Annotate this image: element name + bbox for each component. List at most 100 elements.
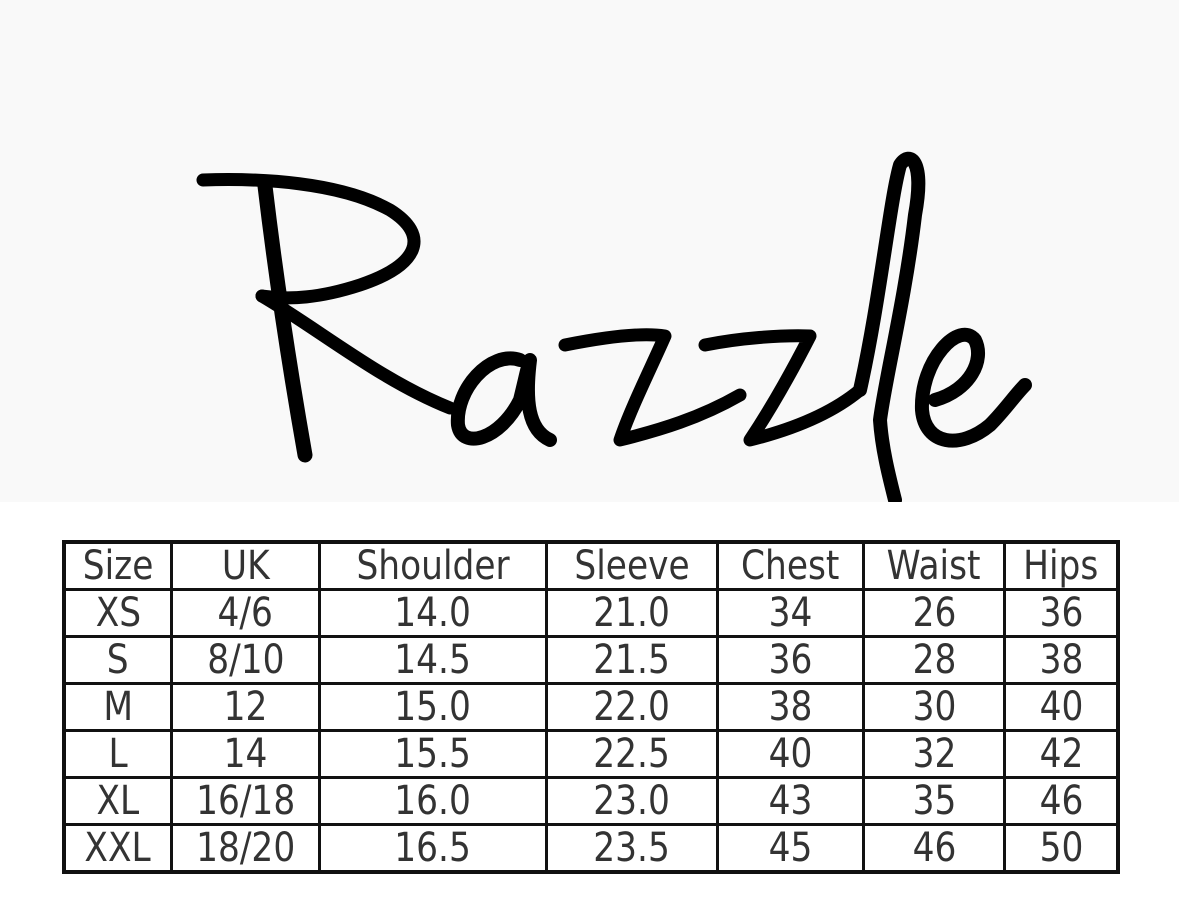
table-cell: 32 — [862, 729, 1006, 779]
column-header: Size — [62, 540, 173, 591]
cell-text: 15.5 — [394, 731, 472, 777]
table-cell: 12 — [170, 682, 321, 732]
header-row: Size UK Shoulder Sleeve Chest Waist Hips — [62, 540, 1120, 591]
table-cell: 15.0 — [318, 682, 548, 732]
cell-text: 40 — [768, 731, 813, 777]
cell-text: S — [107, 637, 129, 683]
cell-text: 22.5 — [593, 731, 671, 777]
column-header: UK — [170, 540, 321, 591]
cell-text: Sleeve — [574, 543, 690, 589]
cell-text: 23.0 — [593, 778, 671, 824]
table-row: XS 4/6 14.0 21.0 34 26 36 — [62, 588, 1120, 638]
table-cell: 30 — [862, 682, 1006, 732]
cell-text: Shoulder — [356, 543, 510, 589]
table-cell: 21.5 — [545, 635, 719, 685]
cell-text: Hips — [1023, 543, 1099, 589]
column-header: Chest — [716, 540, 865, 591]
column-header: Waist — [862, 540, 1006, 591]
cell-text: 14 — [223, 731, 268, 777]
table-cell: XXL — [62, 823, 173, 874]
column-header: Hips — [1003, 540, 1120, 591]
table-cell: 16.5 — [318, 823, 548, 874]
cell-text: 14.5 — [394, 637, 472, 683]
table-cell: 42 — [1003, 729, 1120, 779]
cell-text: XXL — [84, 825, 152, 871]
cell-text: 40 — [1039, 684, 1083, 730]
cell-text: 38 — [1039, 637, 1083, 683]
cell-text: 22.0 — [593, 684, 671, 730]
cell-text: 28 — [912, 637, 956, 683]
table-cell: 16.0 — [318, 776, 548, 826]
table-cell: 46 — [1003, 776, 1120, 826]
cell-text: 45 — [768, 825, 813, 871]
table-cell: 8/10 — [170, 635, 321, 685]
cell-text: 38 — [768, 684, 813, 730]
cell-text: 16.0 — [394, 778, 472, 824]
table-cell: 50 — [1003, 823, 1120, 874]
table-cell: 40 — [716, 729, 865, 779]
cell-text: 32 — [912, 731, 956, 777]
cell-text: 42 — [1039, 731, 1083, 777]
table-cell: 46 — [862, 823, 1006, 874]
cell-text: 30 — [912, 684, 956, 730]
cell-text: 23.5 — [593, 825, 671, 871]
table-cell: 23.0 — [545, 776, 719, 826]
table-cell: 38 — [1003, 635, 1120, 685]
cell-text: M — [103, 684, 133, 730]
table-cell: S — [62, 635, 173, 685]
cell-text: Size — [82, 543, 154, 589]
table-cell: L — [62, 729, 173, 779]
cell-text: 21.5 — [593, 637, 671, 683]
cell-text: 26 — [912, 590, 956, 636]
cell-text: 46 — [1039, 778, 1083, 824]
cell-text: Chest — [741, 543, 840, 589]
size-chart-table: Size UK Shoulder Sleeve Chest Waist Hips XS 4/6 1… — [62, 540, 1120, 874]
table-cell: 40 — [1003, 682, 1120, 732]
cell-text: 16/18 — [195, 778, 296, 824]
table-cell: 22.0 — [545, 682, 719, 732]
cell-text: 16.5 — [394, 825, 472, 871]
cell-text: 21.0 — [593, 590, 671, 636]
cell-text: 46 — [912, 825, 956, 871]
table-cell: 15.5 — [318, 729, 548, 779]
cell-text: XL — [96, 778, 140, 824]
cell-text: 36 — [1039, 590, 1083, 636]
cell-text: 34 — [768, 590, 813, 636]
table-row: M 12 15.0 22.0 38 30 40 — [62, 682, 1120, 732]
cell-text: 12 — [223, 684, 268, 730]
table-cell: 14.0 — [318, 588, 548, 638]
cell-text: 15.0 — [394, 684, 472, 730]
table-cell: 36 — [1003, 588, 1120, 638]
cell-text: 35 — [912, 778, 956, 824]
cell-text: 43 — [768, 778, 813, 824]
table-row: S 8/10 14.5 21.5 36 28 38 — [62, 635, 1120, 685]
table-cell: XS — [62, 588, 173, 638]
table-cell: 21.0 — [545, 588, 719, 638]
table-cell: XL — [62, 776, 173, 826]
table-cell: 35 — [862, 776, 1006, 826]
cell-text: 50 — [1039, 825, 1083, 871]
cell-text: 36 — [768, 637, 813, 683]
table-row: L 14 15.5 22.5 40 32 42 — [62, 729, 1120, 779]
table-cell: 22.5 — [545, 729, 719, 779]
logo-area — [196, 151, 1032, 502]
table-cell: 28 — [862, 635, 1006, 685]
table-cell: 38 — [716, 682, 865, 732]
table-cell: 45 — [716, 823, 865, 874]
cell-text: Waist — [887, 543, 981, 589]
table-row: XL 16/18 16.0 23.0 43 35 46 — [62, 776, 1120, 826]
table-cell: 26 — [862, 588, 1006, 638]
table-cell: 14 — [170, 729, 321, 779]
cell-text: 8/10 — [206, 637, 285, 683]
razzle-logo — [196, 151, 1032, 502]
table-cell: M — [62, 682, 173, 732]
column-header: Sleeve — [545, 540, 719, 591]
cell-text: XS — [95, 590, 141, 636]
cell-text: 4/6 — [217, 590, 274, 636]
table-cell: 43 — [716, 776, 865, 826]
table-cell: 4/6 — [170, 588, 321, 638]
table-cell: 14.5 — [318, 635, 548, 685]
table-cell: 23.5 — [545, 823, 719, 874]
column-header: Shoulder — [318, 540, 548, 591]
table-row: XXL 18/20 16.5 23.5 45 46 50 — [62, 823, 1120, 874]
